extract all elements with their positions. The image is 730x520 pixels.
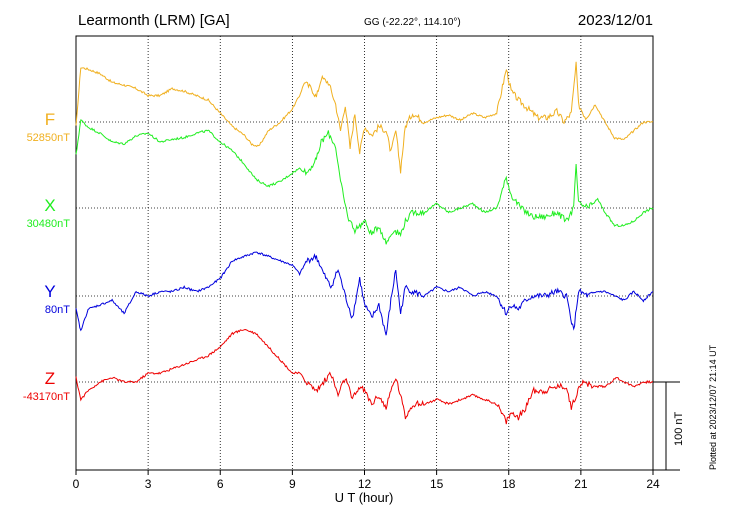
x-tick-label: 21	[574, 477, 588, 491]
x-tick-label: 6	[217, 477, 224, 491]
x-tick-label: 12	[358, 477, 372, 491]
station-coordinates: GG (-22.22°, 114.10°)	[364, 17, 461, 28]
series-line-x	[75, 119, 654, 245]
station-title: Learmonth (LRM) [GA]	[78, 12, 230, 29]
x-tick-label: 3	[145, 477, 152, 491]
series-line-f	[75, 61, 654, 174]
x-axis-label: U T (hour)	[335, 490, 394, 505]
series-line-z	[75, 328, 654, 425]
channel-f-baseline: 52850nT	[27, 132, 71, 144]
x-tick-label: 0	[73, 477, 80, 491]
traces	[75, 61, 654, 425]
x-tick-label: 24	[646, 477, 660, 491]
x-tick-label: 9	[289, 477, 296, 491]
plotted-timestamp: Plotted at 2023/12/07 21:14 UT	[708, 344, 718, 470]
channel-y-baseline: 80nT	[45, 304, 70, 316]
channel-z-label: Z	[45, 369, 55, 388]
channel-y-label: Y	[44, 282, 55, 301]
channel-x-label: X	[44, 196, 55, 215]
scale-bar-label: 100 nT	[673, 411, 685, 446]
grid	[76, 36, 653, 470]
channel-x-baseline: 30480nT	[27, 218, 71, 230]
x-tick-label: 18	[502, 477, 516, 491]
x-tick-label: 15	[430, 477, 444, 491]
channel-z-baseline: -43170nT	[23, 391, 70, 403]
x-axis-ticks: 0 3 6 9 12 15 18 21 24	[73, 470, 660, 491]
plot-date: 2023/12/01	[578, 12, 653, 29]
channel-f-label: F	[45, 110, 55, 129]
series-line-y	[75, 251, 654, 336]
